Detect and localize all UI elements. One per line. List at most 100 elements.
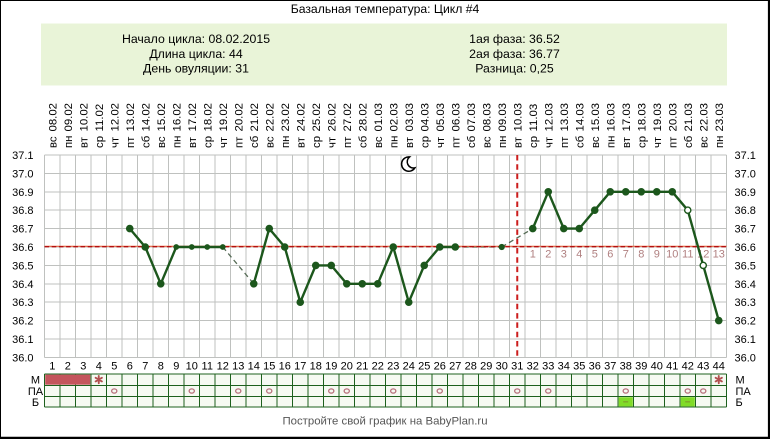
svg-text:вс: вс <box>156 136 168 148</box>
svg-text:6: 6 <box>607 249 613 261</box>
svg-text:чт: чт <box>435 136 447 148</box>
svg-text:11: 11 <box>682 249 693 261</box>
svg-text:09.03: 09.03 <box>497 103 509 132</box>
svg-text:М: М <box>31 375 40 387</box>
svg-text:вт: вт <box>78 136 90 148</box>
svg-text:20.03: 20.03 <box>667 103 679 132</box>
svg-text:23: 23 <box>387 361 399 373</box>
svg-text:04.03: 04.03 <box>419 103 431 132</box>
svg-text:вт: вт <box>512 136 524 148</box>
svg-text:19.03: 19.03 <box>652 103 664 132</box>
svg-text:ср: ср <box>636 136 648 148</box>
svg-text:17.03: 17.03 <box>621 103 633 132</box>
svg-text:25.02: 25.02 <box>311 103 323 132</box>
svg-text:13.03: 13.03 <box>559 103 571 132</box>
svg-text:3: 3 <box>80 361 86 373</box>
svg-text:Б: Б <box>32 397 39 409</box>
svg-text:07.03: 07.03 <box>466 103 478 132</box>
svg-text:36.2: 36.2 <box>12 316 33 328</box>
svg-text:пн: пн <box>714 136 726 148</box>
svg-text:22.02: 22.02 <box>264 103 276 132</box>
svg-text:16.02: 16.02 <box>171 103 183 132</box>
svg-text:4: 4 <box>96 361 102 373</box>
svg-text:28: 28 <box>465 361 477 373</box>
svg-text:Длина цикла: 44: Длина цикла: 44 <box>149 47 243 61</box>
svg-text:пт: пт <box>125 136 137 148</box>
svg-text:вс: вс <box>590 136 602 148</box>
svg-text:36.9: 36.9 <box>12 187 33 199</box>
svg-text:26.02: 26.02 <box>326 103 338 132</box>
svg-text:4: 4 <box>576 249 582 261</box>
svg-text:1: 1 <box>530 249 536 261</box>
svg-text:11: 11 <box>202 361 213 373</box>
svg-text:10: 10 <box>666 249 678 261</box>
svg-text:вт: вт <box>187 136 199 148</box>
svg-text:39: 39 <box>635 361 647 373</box>
svg-text:пн: пн <box>63 136 75 148</box>
svg-text:22: 22 <box>372 361 384 373</box>
svg-text:2: 2 <box>545 249 551 261</box>
svg-text:37.0: 37.0 <box>12 168 33 180</box>
svg-text:37: 37 <box>604 361 616 373</box>
svg-text:14.02: 14.02 <box>140 103 152 132</box>
svg-text:13: 13 <box>232 361 244 373</box>
svg-text:29: 29 <box>480 361 492 373</box>
svg-text:7: 7 <box>623 249 629 261</box>
svg-text:16: 16 <box>279 361 291 373</box>
svg-text:21.02: 21.02 <box>249 103 261 132</box>
svg-text:чт: чт <box>543 136 555 148</box>
svg-text:08.02: 08.02 <box>47 103 59 132</box>
svg-text:36.3: 36.3 <box>12 297 33 309</box>
svg-text:32: 32 <box>527 361 539 373</box>
svg-text:25: 25 <box>418 361 430 373</box>
svg-text:36.6: 36.6 <box>735 242 756 254</box>
svg-text:12: 12 <box>217 361 229 373</box>
svg-text:пн: пн <box>388 136 400 148</box>
svg-text:15.02: 15.02 <box>156 103 168 132</box>
svg-text:5: 5 <box>111 361 117 373</box>
svg-text:36: 36 <box>589 361 601 373</box>
svg-text:ср: ср <box>202 136 214 148</box>
svg-text:11.03: 11.03 <box>528 104 540 132</box>
svg-text:23.03: 23.03 <box>714 103 726 132</box>
svg-text:36.3: 36.3 <box>735 297 756 309</box>
svg-text:День овуляции: 31: День овуляции: 31 <box>143 62 249 76</box>
svg-text:36.1: 36.1 <box>735 334 756 346</box>
svg-text:сб: сб <box>574 135 586 148</box>
svg-text:37.1: 37.1 <box>12 150 33 162</box>
svg-text:сб: сб <box>140 135 152 148</box>
svg-text:1ая фаза: 36.52: 1ая фаза: 36.52 <box>469 32 560 46</box>
svg-text:11.02: 11.02 <box>94 104 106 132</box>
svg-text:вт: вт <box>295 136 307 148</box>
svg-text:Постройте свой график на BabyP: Постройте свой график на BabyPlan.ru <box>282 416 487 428</box>
svg-text:7: 7 <box>142 361 148 373</box>
svg-text:сб: сб <box>466 135 478 148</box>
svg-text:ср: ср <box>311 136 323 148</box>
svg-text:17.02: 17.02 <box>187 103 199 132</box>
svg-text:36.7: 36.7 <box>12 224 33 236</box>
svg-text:вс: вс <box>264 136 276 148</box>
svg-text:26: 26 <box>434 361 446 373</box>
svg-text:12.02: 12.02 <box>109 103 121 132</box>
svg-text:23.02: 23.02 <box>280 103 292 132</box>
svg-text:19: 19 <box>325 361 337 373</box>
svg-text:14: 14 <box>248 361 260 373</box>
svg-text:пн: пн <box>171 136 183 148</box>
svg-text:16.03: 16.03 <box>605 103 617 132</box>
svg-text:36.9: 36.9 <box>735 187 756 199</box>
svg-text:36.7: 36.7 <box>735 224 756 236</box>
svg-text:02.03: 02.03 <box>388 103 400 132</box>
svg-text:36.4: 36.4 <box>12 279 33 291</box>
svg-text:21.03: 21.03 <box>683 103 695 132</box>
svg-text:8: 8 <box>158 361 164 373</box>
svg-text:Базальная температура: Цикл #4: Базальная температура: Цикл #4 <box>291 2 480 16</box>
svg-text:ср: ср <box>94 136 106 148</box>
svg-text:10.03: 10.03 <box>512 103 524 132</box>
svg-text:пт: пт <box>233 136 245 148</box>
svg-text:14.03: 14.03 <box>574 103 586 132</box>
svg-text:18: 18 <box>310 361 322 373</box>
svg-text:ср: ср <box>419 136 431 148</box>
svg-text:08.03: 08.03 <box>481 103 493 132</box>
svg-text:М: М <box>736 375 745 387</box>
svg-text:37.1: 37.1 <box>735 150 756 162</box>
